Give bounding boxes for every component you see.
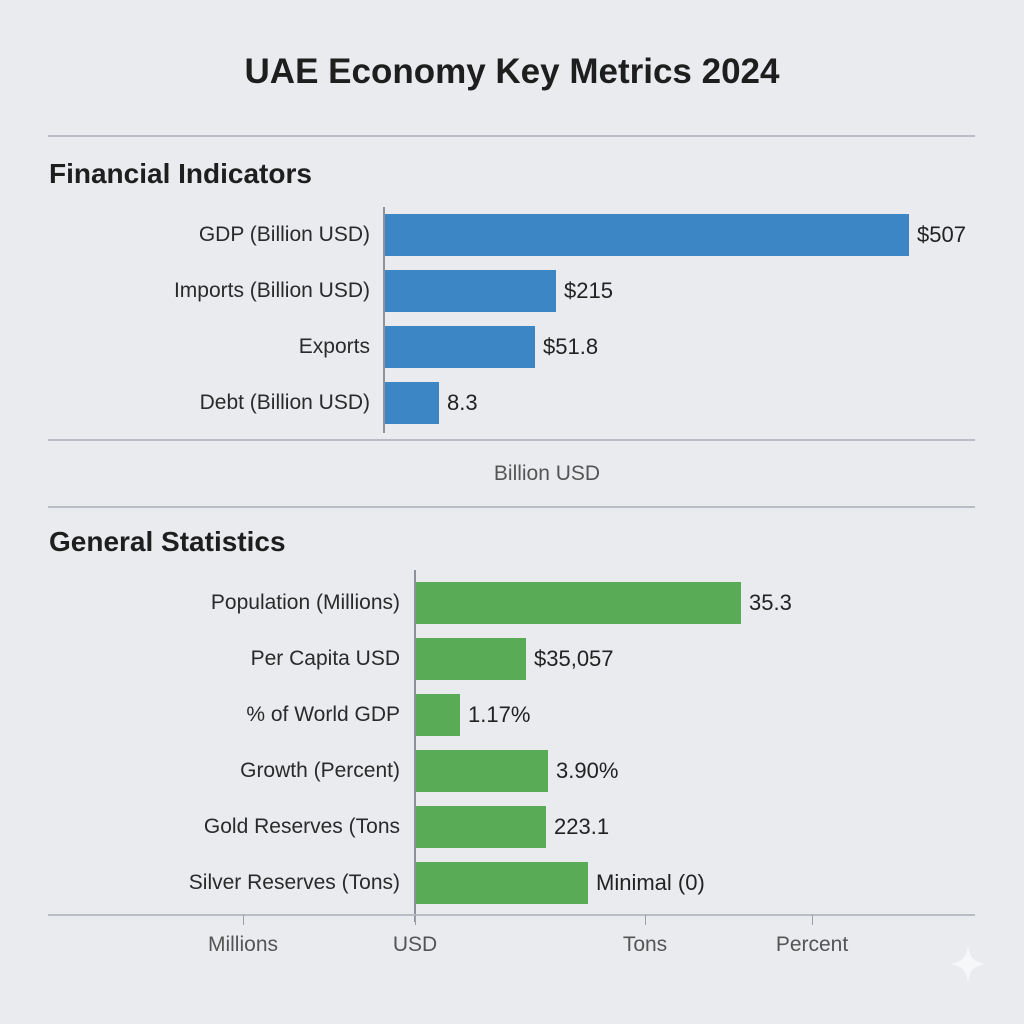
section-title-financial: Financial Indicators — [49, 158, 312, 189]
category-label: Exports — [298, 335, 370, 358]
financial-x-axis — [48, 439, 975, 441]
value-label: $215 — [564, 278, 613, 303]
financial-x-axis-label: Billion USD — [493, 462, 601, 485]
value-label: $35,057 — [534, 646, 614, 671]
financial-y-axis — [383, 207, 385, 433]
title-divider — [48, 135, 975, 137]
x-tick-label: USD — [392, 933, 438, 956]
general-x-axis — [48, 914, 975, 916]
bar — [416, 582, 741, 624]
x-tick-label: Millions — [207, 933, 278, 956]
bar — [416, 694, 460, 736]
x-tick-label: Percent — [775, 933, 849, 956]
category-label: Silver Reserves (Tons) — [188, 871, 400, 894]
category-label: GDP (Billion USD) — [198, 223, 370, 246]
category-label: % of World GDP — [246, 703, 400, 726]
value-label: 35.3 — [749, 590, 792, 615]
category-label: Population (Millions) — [210, 591, 400, 614]
section-divider — [48, 506, 975, 508]
bar — [416, 806, 546, 848]
value-label: $51.8 — [543, 334, 599, 359]
value-label: 223.1 — [554, 814, 610, 839]
chart-title: UAE Economy Key Metrics 2024 — [244, 52, 780, 91]
x-tick — [243, 915, 244, 925]
x-tick — [812, 915, 813, 925]
category-label: Debt (Billion USD) — [199, 391, 370, 414]
x-tick-label: Tons — [622, 933, 668, 956]
bar — [416, 862, 588, 904]
bar — [385, 270, 556, 312]
category-label: Gold Reserves (Tons — [203, 815, 400, 838]
value-label: Minimal (0) — [596, 870, 705, 895]
value-label: 1.17% — [468, 702, 531, 727]
bar — [385, 326, 535, 368]
general-y-axis — [414, 570, 416, 922]
bar — [416, 750, 548, 792]
bar — [416, 638, 526, 680]
category-label: Per Capita USD — [250, 647, 400, 670]
category-label: Growth (Percent) — [240, 759, 400, 782]
bar — [385, 382, 439, 424]
x-tick — [645, 915, 646, 925]
category-label: Imports (Billion USD) — [173, 279, 370, 302]
section-title-general: General Statistics — [49, 526, 286, 557]
value-label: 3.90% — [556, 758, 619, 783]
x-tick — [415, 915, 416, 925]
bar — [385, 214, 909, 256]
value-label: 8.3 — [447, 390, 478, 415]
sparkle-icon — [950, 946, 986, 982]
value-label: $507 — [917, 222, 966, 247]
